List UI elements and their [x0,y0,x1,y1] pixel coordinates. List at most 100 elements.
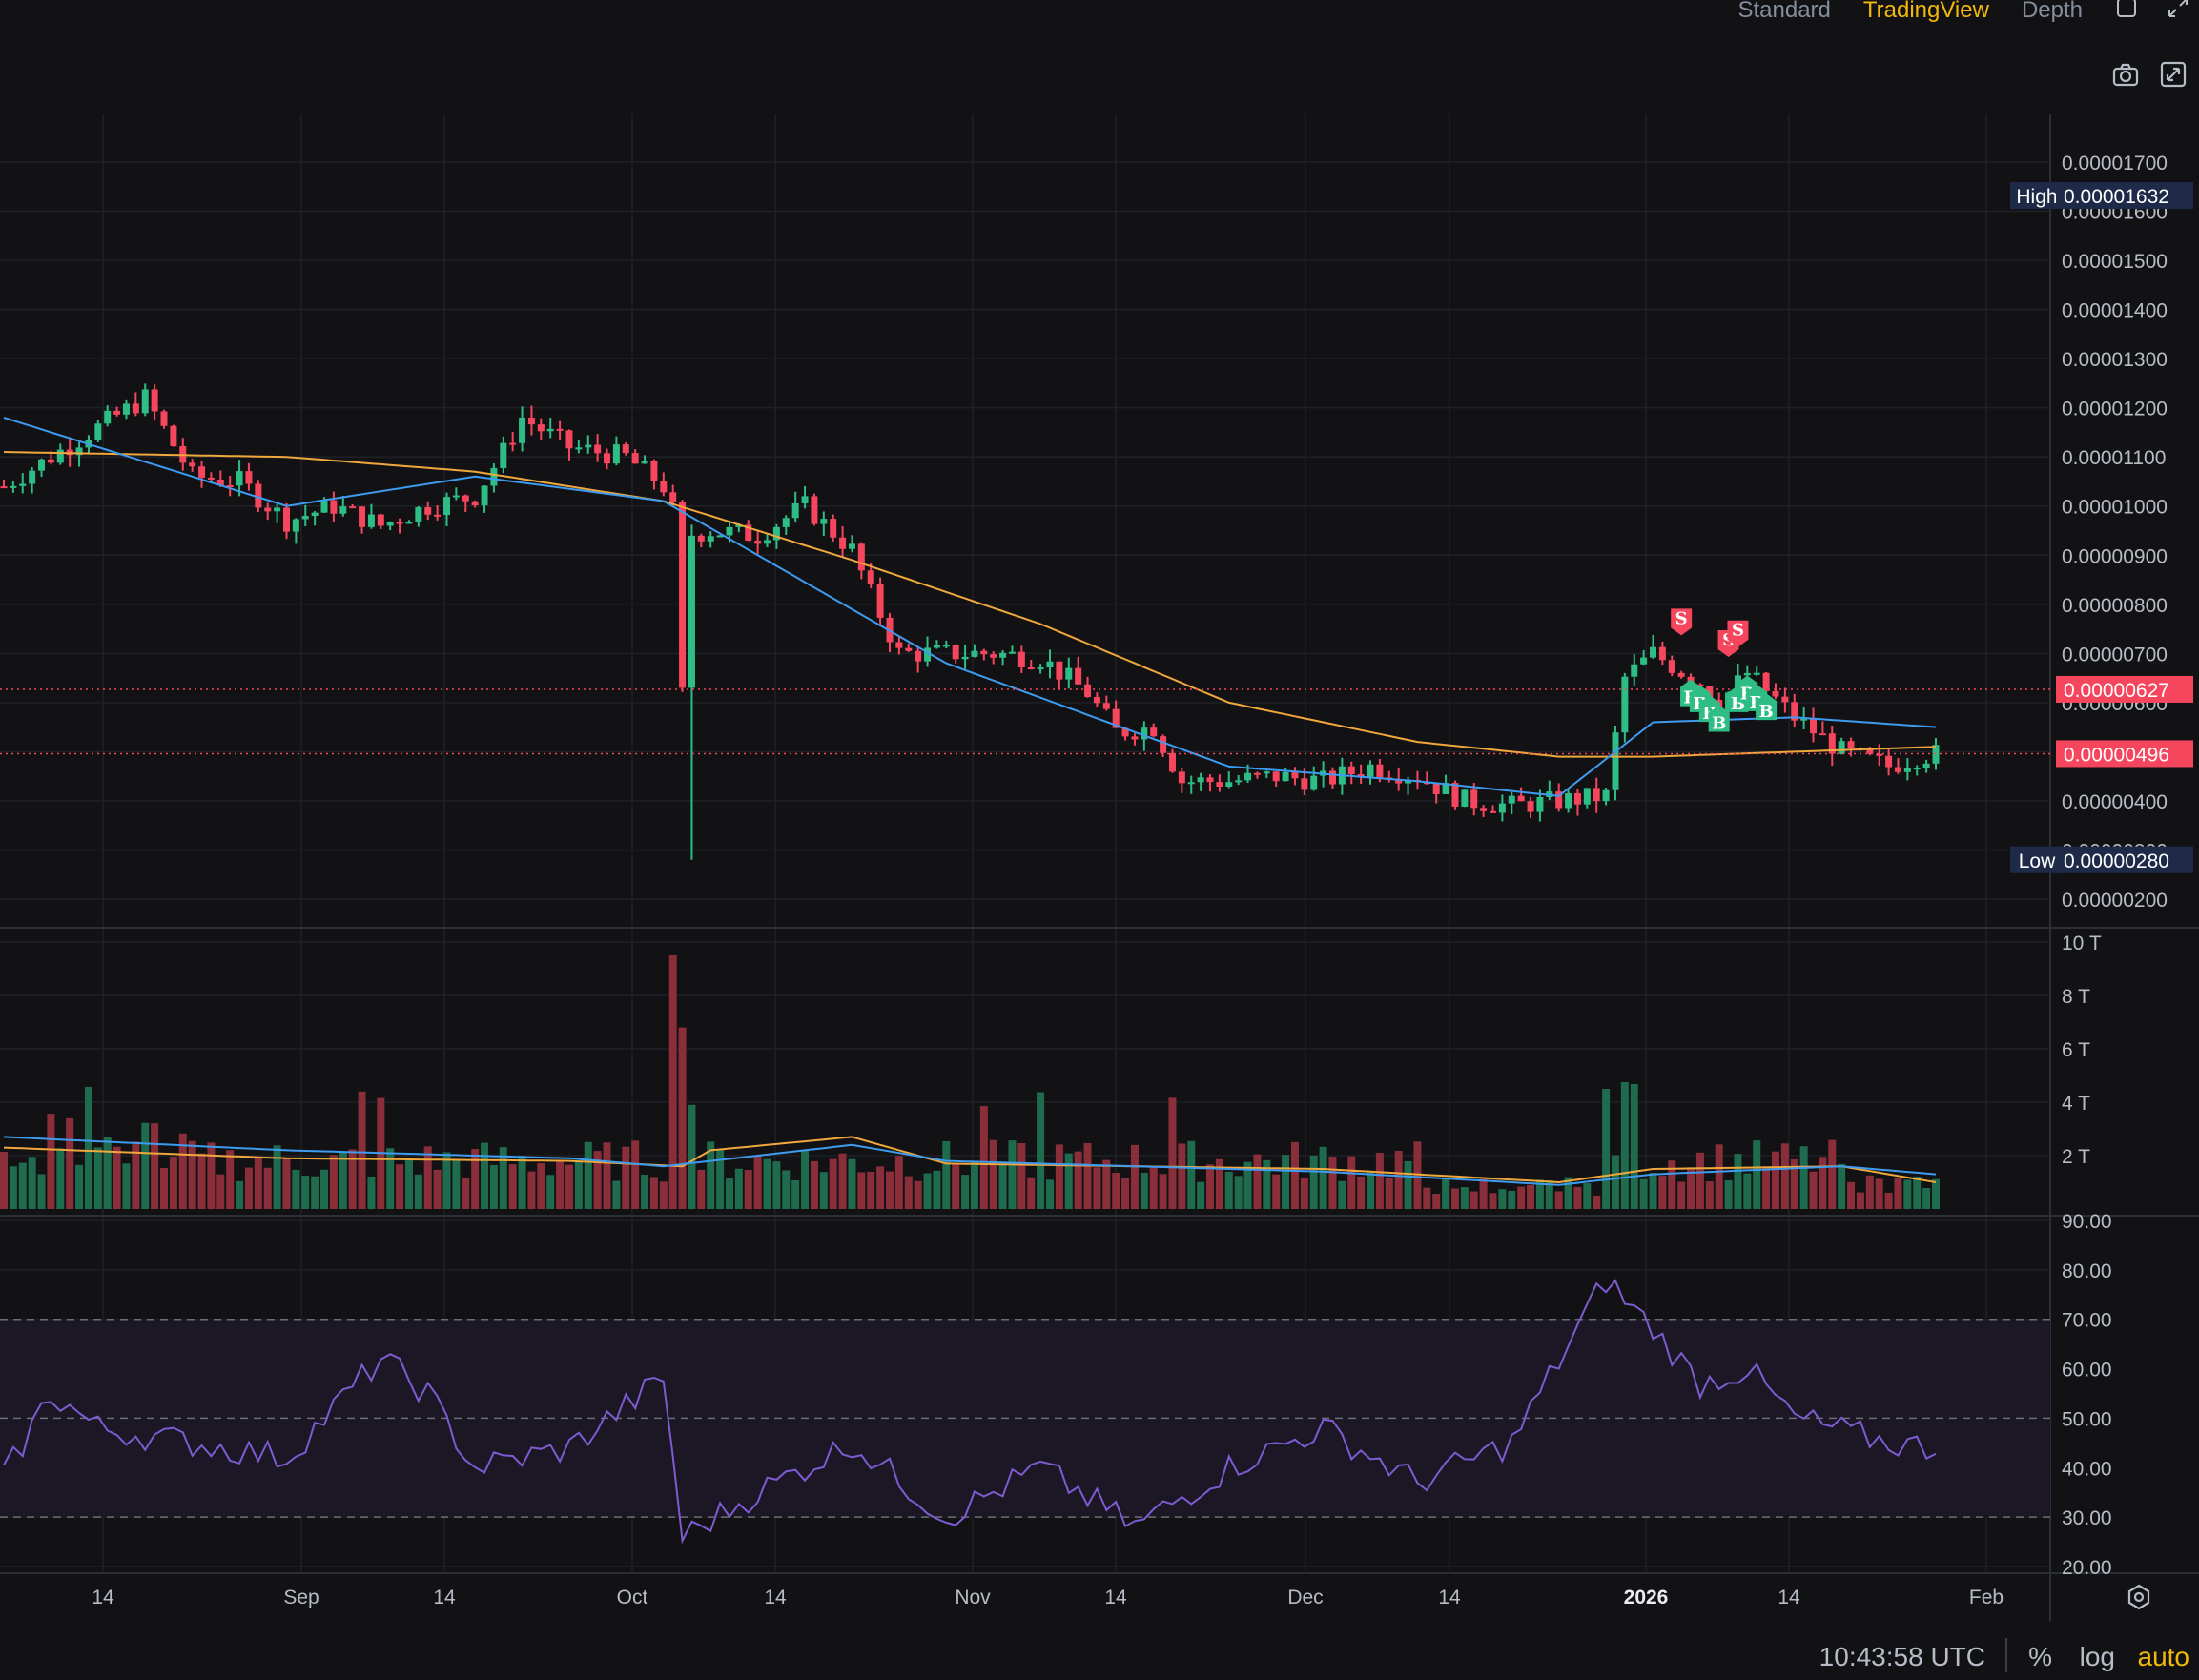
candle-body [707,536,714,542]
candle-body [1244,772,1252,781]
volume-bar [471,1149,480,1209]
candle-body [697,535,705,542]
candle-body [1357,774,1365,777]
square-icon[interactable] [2115,0,2138,19]
candle-body [1008,651,1016,654]
time-tick-label: 14 [764,1587,787,1608]
volume-bar [1450,1188,1459,1209]
expand-icon[interactable] [2167,0,2189,19]
volume-bar [1611,1155,1619,1209]
volume-bar [1093,1167,1101,1209]
candle-body [1612,732,1619,790]
volume-bar [1743,1173,1752,1209]
volume-bar [1724,1179,1733,1209]
volume-fast-ma [3,1136,1937,1186]
volume-bar [489,1164,498,1209]
candle-body [198,466,206,478]
volume-bar [1168,1097,1177,1209]
candle-body [556,428,564,431]
volume-bar [1149,1167,1158,1209]
volume-bar [1215,1158,1223,1209]
volume-bar [1102,1159,1111,1209]
volume-bar [923,1173,932,1209]
candle-body [811,496,818,524]
candle-body [359,506,366,527]
candle-body [481,485,488,506]
volume-bar [1564,1177,1572,1209]
volume-bar [499,1147,507,1209]
price-tick-label: 0.00000200 [2062,890,2168,912]
volume-bar [1159,1174,1167,1209]
volume-bar [1809,1171,1818,1209]
volume-bar [452,1158,461,1209]
volume-bar [292,1169,300,1209]
volume-bar [1460,1187,1469,1209]
candle-body [462,495,469,502]
candle-body [1894,767,1901,772]
candle-body [1658,646,1666,661]
candle-body [1677,672,1685,677]
volume-bar [1178,1143,1186,1209]
price-tick-label: 0.00000700 [2062,644,2168,666]
candle-body [716,535,724,538]
candle-body [1565,793,1572,809]
volume-bar [236,1180,244,1209]
time-tick-label: Feb [1969,1587,2004,1608]
fullscreen-icon[interactable] [2159,60,2188,89]
volume-bar [1903,1179,1912,1209]
candle-body [1178,771,1185,784]
candle-body [735,524,743,527]
volume-bar [1046,1179,1055,1209]
candle-body [1668,660,1675,673]
volume-bar [904,1176,913,1209]
volume-bar [301,1176,310,1209]
volume-bar [84,1086,92,1209]
camera-icon[interactable] [2111,61,2140,90]
candle-body [971,650,978,657]
candle-body [1121,727,1129,737]
tab-depth[interactable]: Depth [2021,0,2083,23]
candle-body [1583,788,1591,805]
time-tick-label: 14 [1104,1587,1127,1608]
log-scale-button[interactable]: log [2079,1642,2115,1671]
volume-bar [744,1170,752,1209]
volume-bar [320,1169,329,1209]
settings-icon[interactable] [2125,1583,2153,1611]
volume-bar [603,1142,611,1209]
candle-body [527,418,535,425]
volume-bar [28,1157,36,1209]
candle-body [1480,808,1488,811]
volume-bar [933,1170,941,1209]
rsi-tick-label: 90.00 [2062,1211,2112,1233]
auto-scale-button[interactable]: auto [2137,1642,2190,1671]
volume-bar [876,1166,885,1209]
candle-body [207,477,215,481]
candle-body [1405,779,1412,784]
volume-bar [160,1168,169,1209]
candle-body [29,470,36,484]
volume-bar [1272,1174,1281,1209]
volume-bar [801,1149,810,1209]
buy-signal-label: B [1758,702,1773,722]
volume-bar [188,1140,196,1209]
tab-tradingview[interactable]: TradingView [1862,0,1989,23]
volume-bar [1432,1193,1441,1209]
volume-bar [1630,1083,1638,1209]
percent-scale-button[interactable]: % [2028,1642,2052,1671]
value-text: 0.00000627 [2064,680,2169,702]
volume-bar [433,1169,442,1209]
tab-standard[interactable]: Standard [1737,0,1831,23]
volume-bar [396,1164,404,1209]
volume-bar [508,1164,517,1209]
volume-bars [0,955,1940,1209]
value-box [2056,846,2193,873]
candle-body [594,444,602,454]
price-tick-label: 0.00000900 [2062,545,2168,567]
volume-bar [311,1176,319,1209]
candle-body [1903,768,1911,772]
time-tick-label: Nov [955,1587,991,1608]
candle-body [565,430,573,449]
candle-body [782,518,790,527]
candle-body [1828,733,1836,754]
